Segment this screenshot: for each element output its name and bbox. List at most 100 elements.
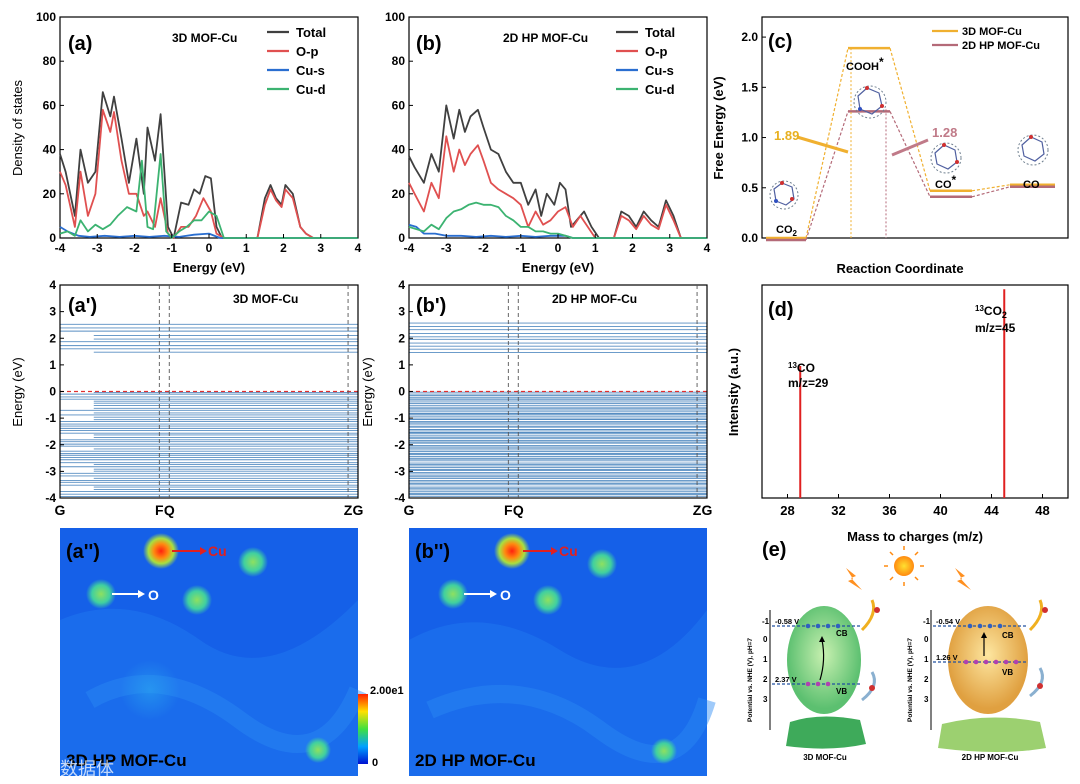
- map-caption: 2D HP MOF-Cu: [415, 751, 536, 770]
- map-caption: 3D HP MOF-Cu: [66, 751, 187, 770]
- legend-label: Cu-d: [645, 82, 675, 97]
- axis-tick: 2: [924, 675, 929, 684]
- x-tick-label: 2: [280, 241, 287, 255]
- x-tick-label: 0: [555, 241, 562, 255]
- state-label-co-ads: CO*: [935, 173, 957, 191]
- x-tick-label: -3: [92, 241, 103, 255]
- superscript: *: [952, 173, 957, 187]
- electrons: [805, 623, 841, 629]
- connector-line: [805, 48, 849, 239]
- band-alignment-schematic: (e) Potential vs. NHE (V), pH=7 -1 0 1 2…: [747, 539, 1048, 762]
- cu-label: Cu: [208, 543, 227, 559]
- y-tick-label: -2: [45, 438, 56, 452]
- peak-mz-co2: m/z=45: [975, 321, 1016, 335]
- y-tick-label: 2.0: [741, 30, 758, 44]
- x-axis-label: Energy (eV): [173, 260, 245, 275]
- y-tick-label: 0.0: [741, 231, 758, 245]
- x-tick-label: -2: [478, 241, 489, 255]
- y-tick-label: -4: [45, 491, 56, 505]
- x-tick-label: 3: [317, 241, 324, 255]
- y-tick-label: 100: [36, 10, 56, 24]
- y-tick-label: 1.5: [741, 80, 758, 94]
- kpoint-label: G: [353, 502, 364, 518]
- cb-label: CB: [1002, 631, 1014, 640]
- kpoint-label: F: [504, 502, 513, 518]
- legend-label: Cu-d: [296, 82, 326, 97]
- arrowhead-icon: [200, 547, 207, 555]
- x-tick-label: 48: [1035, 503, 1049, 518]
- chart-title: 3D MOF-Cu: [233, 292, 298, 306]
- density-hotspot: [651, 738, 677, 764]
- vb-potential: 1.26 V: [936, 653, 958, 662]
- density-hotspot: [587, 549, 617, 579]
- kpoint-label: Q: [164, 502, 175, 518]
- x-tick-label: -3: [441, 241, 452, 255]
- peak-mz-co: m/z=29: [788, 376, 829, 390]
- schematic-2d: Potential vs. NHE (V), pH=7 -1 0 1 2 3 -…: [907, 599, 1048, 762]
- x-tick-label: 2: [629, 241, 636, 255]
- colorbar-gradient: [358, 694, 368, 764]
- axis-tick: -1: [762, 617, 770, 626]
- o-label: O: [500, 587, 511, 603]
- y-tick-label: 3: [398, 305, 405, 319]
- potential-axis-label: Potential vs. NHE (V), pH=7: [747, 638, 754, 722]
- x-tick-label: 1: [243, 241, 250, 255]
- heatmap-contour: [426, 685, 716, 763]
- state-label-cooh: COOH*: [846, 55, 884, 73]
- holes: [805, 681, 831, 687]
- panel-label: (a''): [66, 541, 100, 563]
- legend-label: O-p: [296, 44, 318, 59]
- electrons: [967, 623, 1003, 629]
- y-tick-label: 1: [49, 358, 56, 372]
- x-tick-label: 28: [780, 503, 794, 518]
- y-tick-label: 20: [43, 187, 57, 201]
- axes-group: 28 32 36 40 44 48: [780, 494, 1050, 518]
- axis-tick: 0: [763, 635, 768, 644]
- legend-label: O-p: [645, 44, 667, 59]
- y-axis-label: Energy (eV): [360, 357, 375, 426]
- chart-title: 3D MOF-Cu: [172, 31, 237, 45]
- panel-label: (a): [68, 33, 92, 55]
- y-tick-label: 100: [385, 10, 405, 24]
- watermark: 大数据体: [42, 759, 114, 779]
- cb-potential: -0.54 V: [936, 617, 960, 626]
- x-tick-label: 36: [882, 503, 896, 518]
- axis-tick: 1: [763, 655, 768, 664]
- y-tick-label: 4: [49, 278, 56, 292]
- schematic-caption: 3D MOF-Cu: [803, 753, 847, 762]
- cb-potential: -0.58 V: [775, 617, 799, 626]
- peak-group: [799, 289, 1006, 498]
- kpoint-label: G: [55, 502, 66, 518]
- x-tick-label: -4: [55, 241, 66, 255]
- y-tick-label: 0.5: [741, 181, 758, 195]
- y-tick-label: 0: [398, 385, 405, 399]
- y-tick-label: 0: [49, 231, 56, 245]
- mass-spectrum-chart: 28 32 36 40 44 48 (d) Mass to charges (m/z) I…: [726, 284, 1069, 544]
- y-tick-label: -1: [45, 411, 56, 425]
- superscript: *: [879, 55, 884, 69]
- nanosheet-icon: [938, 717, 1046, 752]
- axis-tick: 1: [924, 655, 929, 664]
- connector-line: [889, 47, 931, 191]
- panel-label: (b''): [415, 541, 450, 563]
- x-tick-label: 32: [831, 503, 845, 518]
- legend-label: 3D MOF-Cu: [962, 26, 1022, 38]
- co2-molecule-icon: [1042, 607, 1048, 613]
- legend-label: Total: [296, 25, 326, 40]
- colorbar-min: 0: [372, 757, 378, 769]
- barrier-label: 1.28: [932, 125, 957, 140]
- x-tick-label: 3: [666, 241, 673, 255]
- schematic-caption: 2D HP MOF-Cu: [962, 753, 1019, 762]
- kpoint-label: Z: [693, 502, 702, 518]
- series-cu-d: [59, 153, 358, 239]
- connector-line: [889, 111, 931, 198]
- barrier-arrow: [796, 135, 849, 154]
- legend-label: Cu-s: [645, 63, 674, 78]
- y-axis-label: Energy (eV): [10, 357, 25, 426]
- axis-tick: 3: [924, 695, 929, 704]
- panel-label: (b): [416, 33, 442, 55]
- nanosheet-icon: [786, 716, 866, 749]
